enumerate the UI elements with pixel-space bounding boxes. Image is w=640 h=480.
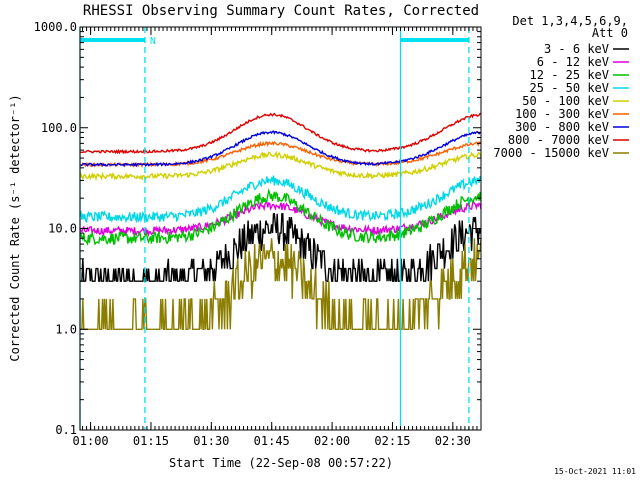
legend-label-300-800-kev: 300 - 800 keV <box>515 120 609 134</box>
series-line-50-100-kev <box>79 150 482 182</box>
legend-label-3-6-kev: 3 - 6 keV <box>544 42 609 56</box>
legend-label-800-7000-kev: 800 - 7000 keV <box>508 133 609 147</box>
series-line-7000-15000-kev <box>80 238 482 330</box>
x-tick-label: 01:15 <box>133 434 169 448</box>
legend-label-6-12-kev: 6 - 12 keV <box>537 55 609 69</box>
series-line-800-7000-kev <box>79 112 482 155</box>
legend-label-25-50-kev: 25 - 50 keV <box>530 81 609 95</box>
x-tick-label: 02:00 <box>314 434 350 448</box>
axes-layer: 1000.0 100.0 10.0 1.0 0.101:00 01:15 01:30 01:4… <box>34 20 482 448</box>
legend-label-100-300-kev: 100 - 300 keV <box>515 107 609 121</box>
legend-header-line-2: Att 0 <box>592 26 628 40</box>
footer-timestamp: 15-Oct-2021 11:01 <box>554 467 636 476</box>
x-tick-label: 02:15 <box>374 434 410 448</box>
y-tick-label: 0.1 <box>55 423 77 437</box>
y-tick-label: 10.0 <box>48 222 77 236</box>
x-tick-label: 01:30 <box>193 434 229 448</box>
y-axis-label: Corrected Count Rate (s⁻¹ detector⁻¹) <box>8 94 22 361</box>
series-line-25-50-kev <box>79 175 482 224</box>
x-axis-label: Start Time (22-Sep-08 00:57:22) <box>169 456 393 470</box>
x-tick-label: 02:30 <box>435 434 471 448</box>
legend-label-12-25-kev: 12 - 25 keV <box>530 68 609 82</box>
series-layer <box>79 112 482 330</box>
legend-header-line-1: Det 1,3,4,5,6,9, <box>512 14 628 28</box>
y-tick-label: 100.0 <box>41 121 77 135</box>
x-tick-label: 01:00 <box>73 434 109 448</box>
y-tick-label: 1000.0 <box>34 20 77 34</box>
chart-title: RHESSI Observing Summary Count Rates, Co… <box>83 3 479 19</box>
series-line-300-800-kev <box>79 130 482 168</box>
x-tick-label: 01:45 <box>254 434 290 448</box>
legend-label-50-100-kev: 50 - 100 keV <box>522 94 609 108</box>
y-tick-label: 1.0 <box>55 322 77 336</box>
series-line-12-25-kev <box>79 187 482 246</box>
night-bar-label: N <box>150 36 156 47</box>
legend-label-7000-15000-kev: 7000 - 15000 keV <box>493 146 609 160</box>
series-line-3-6-kev <box>80 213 482 282</box>
